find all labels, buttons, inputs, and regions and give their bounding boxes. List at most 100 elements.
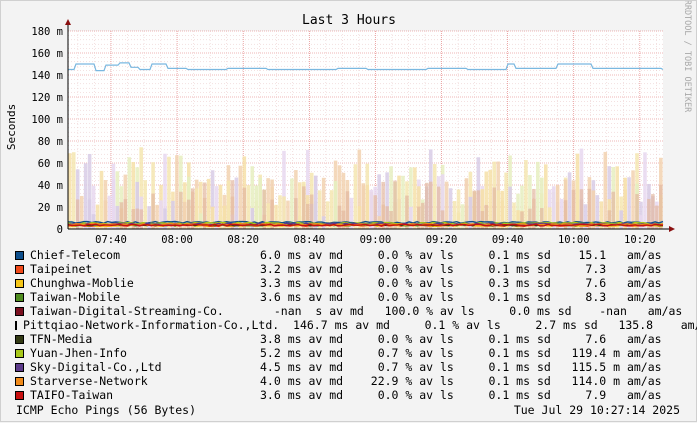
variance-bar (230, 180, 235, 229)
variance-bar (401, 175, 405, 229)
variance-bar (198, 181, 203, 229)
y-axis-label: Seconds (5, 104, 18, 150)
variance-bar (532, 188, 536, 229)
variance-bar (651, 194, 655, 229)
chart-title: Last 3 Hours (302, 13, 396, 28)
y-axis-arrow (65, 19, 71, 25)
variance-bar (111, 179, 116, 229)
footer-probe-info: ICMP Echo Pings (56 Bytes) (16, 403, 197, 417)
legend: Chief-Telecom 6.0 ms av md 0.0 % av ls 0.… (15, 248, 697, 402)
variance-bar (83, 163, 88, 229)
variance-bar (147, 206, 151, 229)
legend-item: Chunghwa-Moblie 3.3 ms av md 0.0 % av ls … (15, 276, 695, 290)
variance-bar (131, 162, 136, 229)
variance-bar (190, 188, 195, 229)
variance-bar (484, 204, 489, 229)
variance-bar (282, 150, 286, 229)
variance-bar (341, 172, 346, 229)
variance-bar (183, 201, 187, 229)
variance-bar (226, 180, 231, 229)
legend-series-stats: 5.2 ms av md 0.7 % av ls 0.1 ms sd 119.4… (260, 346, 662, 360)
variance-bar (163, 153, 167, 229)
variance-bar (421, 202, 425, 229)
variance-bar (238, 165, 243, 229)
variance-bar (87, 153, 92, 229)
legend-item: Taipeinet 3.2 ms av md 0.0 % av ls 0.1 ms… (15, 262, 695, 276)
variance-bar (139, 209, 143, 229)
x-tick-label: 07:40 (95, 234, 127, 246)
y-tick-label: 80 m (38, 136, 63, 148)
legend-item: Taiwan-Digital-Streaming-Co. -nan s av m… (15, 304, 695, 318)
legend-series-name: Taiwan-Digital-Streaming-Co. (30, 304, 224, 318)
y-tick-label: 160 m (31, 48, 63, 60)
variance-bar (480, 210, 485, 229)
variance-bar (321, 177, 326, 229)
variance-bar (187, 199, 191, 229)
variance-bar (135, 208, 140, 229)
variance-bar (337, 165, 342, 229)
variance-bar (306, 203, 310, 229)
variance-bar (206, 178, 211, 229)
variance-bar (163, 208, 167, 229)
variance-bar (480, 189, 485, 229)
variance-bar (143, 180, 147, 229)
variance-bar (448, 188, 453, 229)
variance-bar (381, 181, 385, 229)
variance-bar (472, 190, 477, 229)
legend-item: TAIFO-Taiwan 3.6 ms av md 0.0 % av ls 0.1… (15, 388, 695, 402)
variance-bar (139, 147, 143, 229)
variance-bar (440, 210, 445, 229)
variance-bar (234, 177, 239, 229)
variance-bar (68, 153, 72, 229)
variance-bar (298, 182, 302, 229)
variance-bar (484, 171, 489, 229)
variance-bar (397, 175, 401, 229)
legend-swatch (15, 306, 24, 316)
variance-bar (444, 181, 449, 229)
variance-bar (432, 164, 437, 229)
variance-bar (595, 195, 600, 229)
x-tick-label: 10:00 (558, 234, 590, 246)
variance-bar (551, 186, 556, 229)
variance-bar (210, 170, 215, 229)
variance-bar (393, 180, 397, 229)
y-tick-label: 180 m (31, 26, 63, 38)
variance-bar (218, 184, 223, 229)
variance-bar (337, 205, 342, 229)
legend-series-name: Starverse-Network (30, 374, 148, 388)
variance-bar (607, 210, 612, 229)
variance-bar (306, 149, 310, 229)
variance-bar (290, 178, 294, 229)
legend-item: Chief-Telecom 6.0 ms av md 0.0 % av ls 0.… (15, 248, 695, 262)
variance-bar (242, 187, 247, 229)
variance-bar (440, 174, 445, 229)
legend-swatch (15, 278, 24, 288)
x-tick-label: 08:00 (161, 234, 193, 246)
variance-bar (559, 198, 564, 229)
variance-bar (258, 177, 262, 229)
variance-bar (79, 195, 84, 229)
y-tick-label: 100 m (31, 114, 63, 126)
variance-bar (528, 208, 532, 229)
variance-bar (611, 191, 616, 229)
legend-series-stats: 3.3 ms av md 0.0 % av ls 0.3 ms sd 7.6 a… (260, 276, 662, 290)
variance-bar (294, 198, 298, 229)
variance-bar (345, 191, 350, 229)
footer-timestamp: Tue Jul 29 10:27:14 2025 (513, 403, 680, 417)
y-tick-label: 140 m (31, 70, 63, 82)
legend-series-name: Taipeinet (30, 262, 93, 276)
legend-series-stats: 3.6 ms av md 0.0 % av ls 0.1 ms sd 7.9 a… (260, 388, 662, 402)
variance-bar (377, 174, 381, 229)
variance-bar (409, 167, 413, 229)
legend-swatch (15, 264, 24, 274)
variance-bar (262, 189, 266, 229)
variance-bar (496, 190, 500, 229)
variance-bar (488, 169, 493, 229)
variance-bar (155, 204, 159, 229)
variance-bar (266, 203, 270, 229)
variance-bar (91, 185, 96, 229)
variance-bar (468, 196, 473, 229)
variance-bar (647, 199, 651, 229)
variance-bar (95, 204, 100, 229)
